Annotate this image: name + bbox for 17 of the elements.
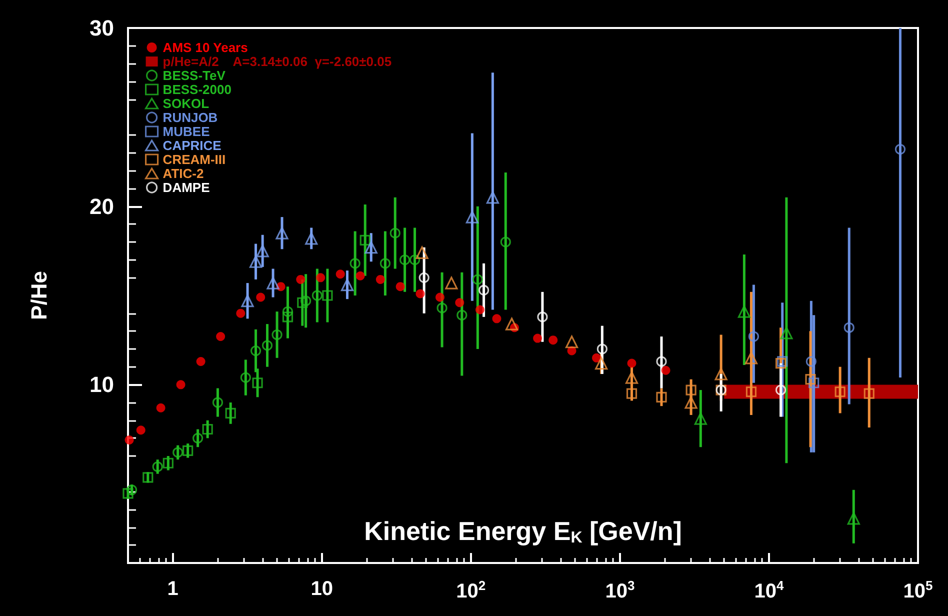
- x-tick-label: 10: [310, 578, 334, 600]
- legend-label: MUBEE: [162, 124, 210, 139]
- legend-label: CREAM-III: [162, 152, 226, 167]
- x-tick-label: 1: [167, 578, 178, 600]
- legend-label: p/He=A/2 A=3.14±0.06 γ=-2.60±0.05: [162, 54, 392, 69]
- y-tick-label: 20: [90, 194, 114, 219]
- y-tick-label: 30: [90, 16, 114, 40]
- legend-label: ATIC-2: [162, 166, 204, 181]
- legend-label: DAMPE: [162, 180, 210, 195]
- legend-label: SOKOL: [162, 96, 210, 111]
- legend-label: RUNJOB: [162, 110, 218, 125]
- legend-label: BESS-TeV: [162, 68, 226, 83]
- legend-label: CAPRICE: [162, 138, 222, 153]
- y-axis-title: P/He: [26, 271, 52, 320]
- legend-label: BESS-2000: [162, 82, 232, 97]
- y-tick-label: 10: [90, 372, 114, 398]
- legend-label: AMS 10 Years: [162, 40, 248, 55]
